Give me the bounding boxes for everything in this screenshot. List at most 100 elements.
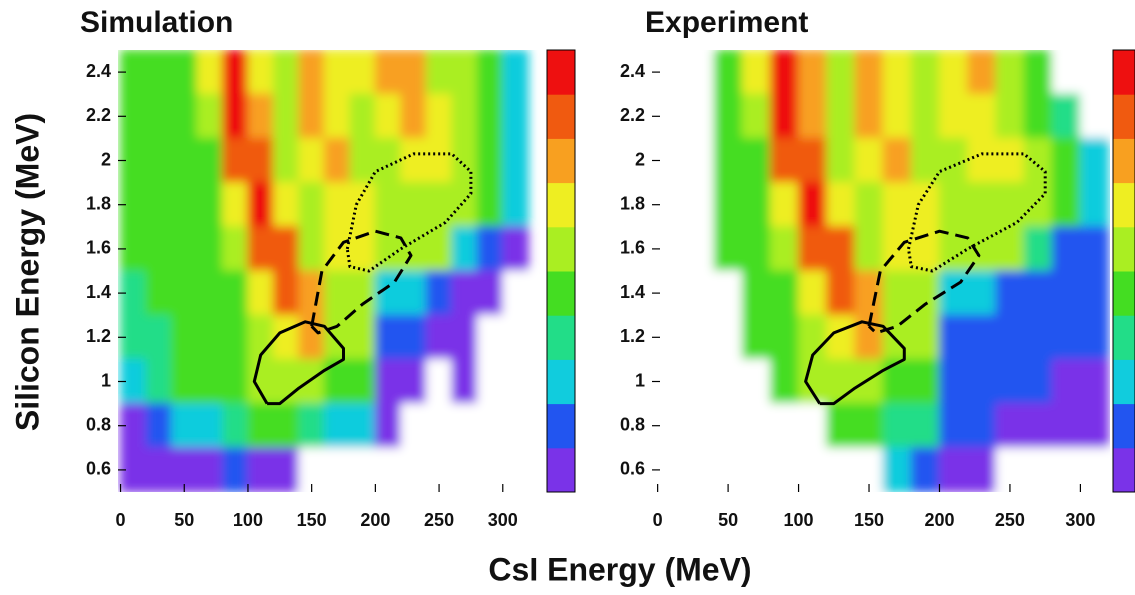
heatmap-cell (910, 93, 940, 139)
heatmap-cell (826, 137, 856, 184)
heatmap-cell (967, 50, 997, 95)
x-tick-label: 250 (424, 510, 454, 530)
heatmap-cell (145, 403, 173, 449)
y-tick-label: 2.4 (620, 61, 645, 81)
heatmap-cell (374, 50, 402, 95)
heatmap-cell (247, 182, 274, 228)
x-tick-label: 100 (784, 510, 814, 530)
heatmap-cell (910, 137, 940, 184)
heatmap-cell (272, 182, 300, 228)
heatmap-cell (1051, 270, 1081, 316)
heatmap-cell (657, 314, 687, 360)
heatmap-cell (798, 50, 828, 95)
heatmap-cell (995, 50, 1025, 95)
heatmap-cell (685, 358, 715, 405)
colorbar-segment (1113, 138, 1135, 184)
heatmap-cell (425, 93, 453, 139)
heatmap-cell (451, 314, 478, 360)
x-tick-label: 250 (995, 510, 1025, 530)
heatmap-cell (1079, 270, 1110, 316)
heatmap-cell (910, 270, 940, 316)
heatmap-cell (196, 314, 223, 360)
heatmap-cell (374, 358, 402, 405)
heatmap-cell (882, 403, 912, 449)
heatmap-cell (741, 270, 771, 316)
heatmap-cell (349, 314, 376, 360)
heatmap-cell (798, 447, 828, 492)
x-tick-label: 150 (854, 510, 884, 530)
heatmap-cell (910, 358, 940, 405)
heatmap-cell (657, 358, 687, 405)
heatmap-cell (145, 358, 173, 405)
heatmap-cell (657, 403, 687, 449)
heatmap-cell (1023, 93, 1053, 139)
heatmap-cell (323, 137, 351, 184)
heatmap-cell (374, 93, 402, 139)
heatmap-cell (910, 50, 940, 95)
heatmap-cell (476, 137, 504, 184)
heatmap-cell (1023, 403, 1053, 449)
heatmap-cell (741, 182, 771, 228)
heatmap-cell (657, 447, 687, 492)
heatmap-cell (1079, 137, 1110, 184)
heatmap-cell (298, 358, 325, 405)
heatmap-cell (145, 447, 173, 492)
heatmap-cell (247, 447, 274, 492)
heatmap-cell (938, 50, 969, 95)
heatmap-cell (171, 226, 198, 272)
heatmap-cell (476, 447, 504, 492)
heatmap-cell (247, 50, 274, 95)
heatmap-cell (657, 182, 687, 228)
heatmap-cell (882, 358, 912, 405)
heatmap-cell (938, 93, 969, 139)
heatmap-cell (298, 137, 325, 184)
contour (804, 320, 906, 406)
heatmap-cell (769, 358, 800, 405)
heatmap-cell (882, 314, 912, 360)
heatmap-cell (247, 314, 274, 360)
heatmap-cell (882, 93, 912, 139)
heatmap-cell (221, 50, 249, 95)
heatmap-cell (476, 270, 504, 316)
heatmap-cell (798, 182, 828, 228)
heatmap-cell (476, 314, 504, 360)
colorbar-segment (547, 447, 575, 493)
panel-title: Simulation (80, 6, 233, 39)
heatmap-cell (1023, 358, 1053, 405)
heatmap-cell (769, 447, 800, 492)
heatmap-cell (247, 403, 274, 449)
heatmap-cell (854, 182, 884, 228)
heatmap-cell (425, 137, 453, 184)
y-tick-label: 2 (101, 149, 111, 169)
heatmap-cell (713, 93, 743, 139)
heatmap-cell (967, 314, 997, 360)
heatmap-cell (826, 93, 856, 139)
heatmap-cell (657, 270, 687, 316)
x-tick-label: 100 (233, 510, 263, 530)
heatmap-cell (196, 93, 223, 139)
heatmap-cell (769, 403, 800, 449)
heatmap-cell (400, 358, 427, 405)
heatmap-cell (938, 182, 969, 228)
colorbar-segment (547, 50, 575, 95)
heatmap-cell (854, 226, 884, 272)
heatmap-cell (196, 358, 223, 405)
heatmap-cell (196, 182, 223, 228)
heatmap-cell (910, 314, 940, 360)
heatmap-cell (826, 50, 856, 95)
heatmap-cell (221, 182, 249, 228)
heatmap-cell (713, 226, 743, 272)
heatmap-cell (171, 270, 198, 316)
heatmap-cell (196, 270, 223, 316)
heatmap-cell (145, 137, 173, 184)
heatmap-cell (425, 403, 453, 449)
heatmap-cell (798, 270, 828, 316)
heatmap-cell (769, 182, 800, 228)
heatmap-cell (323, 270, 351, 316)
heatmap-cell (995, 226, 1025, 272)
heatmap-cell (502, 403, 529, 449)
heatmap-cell (171, 93, 198, 139)
x-tick-label: 0 (116, 510, 126, 530)
heatmap-cell (967, 137, 997, 184)
